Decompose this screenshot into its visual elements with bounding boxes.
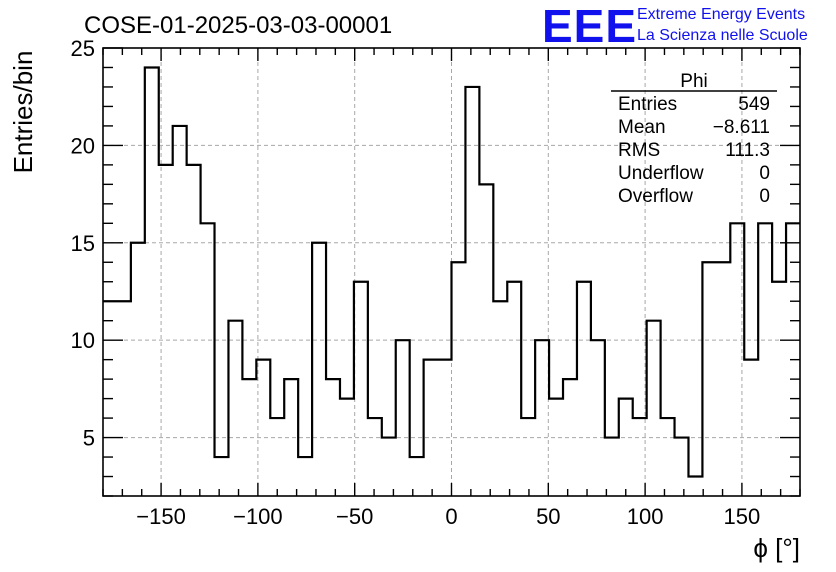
histogram-bin [215,457,229,496]
histogram-bin [465,87,479,496]
histogram-bin [340,399,354,496]
x-tick-label: 0 [445,504,457,529]
stats-value: 549 [738,94,770,115]
x-axis-title: ϕ [°] [753,533,800,563]
histogram-bin [688,477,702,496]
histogram-bin [256,360,270,496]
stats-label: Overflow [618,186,693,207]
stats-box: Phi Entries 549 Mean −8.611 RMS 111.3 Underflo… [611,71,777,207]
histogram-bin [730,223,744,496]
histogram-bin [368,418,382,496]
x-tick-label: 50 [536,504,560,529]
histogram-bin [173,126,187,496]
histogram-bin [242,379,256,496]
eee-logo: EEE [542,0,637,52]
y-tick-label: 10 [71,328,95,353]
histogram-bin [702,262,716,496]
y-tick-label: 20 [71,133,95,158]
stats-value: 0 [759,186,770,207]
logo-line-2: La Scienza nelle Scuole [637,27,808,44]
histogram-layer [103,66,800,496]
stats-rows: Entries 549 Mean −8.611 RMS 111.3 Underflow 0 Ov… [618,94,770,207]
histogram-series [103,66,800,478]
histogram-bin [758,223,772,496]
stats-title: Phi [680,71,707,92]
histogram-bin [591,340,605,496]
histogram-bin [452,262,466,496]
histogram-bin [354,282,368,496]
histogram-bin [521,418,535,496]
stats-label: RMS [618,140,660,161]
histogram-bin [675,438,689,496]
chart-title: COSE-01-2025-03-03-00001 [84,12,392,39]
x-tick-label: −100 [233,504,283,529]
tick-layer [102,47,801,497]
histogram-bin [396,340,410,496]
stats-value: 0 [759,163,770,184]
histogram-bin [284,379,298,496]
histogram-bin [549,399,563,496]
histogram-bin [605,438,619,496]
histogram-bin [382,438,396,496]
histogram-bin [661,418,675,496]
histogram-bin [772,282,786,496]
histogram-bin [716,262,730,496]
histogram-bin [326,379,340,496]
histogram-bin [312,243,326,496]
y-axis-title: Entries/bin [8,51,38,174]
histogram-bin [159,165,173,496]
histogram-bin [647,321,661,496]
y-tick-label: 15 [71,231,95,256]
y-tick-label: 5 [83,426,95,451]
histogram-bin [228,321,242,496]
y-tick-label: 25 [71,36,95,61]
histogram-bin [410,457,424,496]
x-tick-label: 100 [627,504,664,529]
stats-value: −8.611 [713,117,770,138]
histogram-bin [131,243,145,496]
histogram-bin [563,379,577,496]
stats-value: 111.3 [725,140,770,161]
histogram-bin [201,223,215,496]
histogram-bin [507,282,521,496]
tick-label-layer: −150 −100 −50 0 50 100 150 5 10 15 20 25 [71,36,761,529]
histogram-bin [424,360,438,496]
logo-line-1: Extreme Energy Events [637,6,805,23]
stats-label: Entries [618,94,677,115]
histogram-bin [577,282,591,496]
histogram-bin [117,301,131,496]
histogram-bin [187,165,201,496]
x-tick-label: −50 [336,504,373,529]
histogram-bin [535,340,549,496]
histogram-bin [619,399,633,496]
histogram-bin [479,184,493,496]
histogram-bin [145,67,159,496]
histogram-bin [493,301,507,496]
x-tick-label: −150 [136,504,186,529]
histogram-bin [270,418,284,496]
stats-label: Mean [618,117,666,138]
stats-label: Underflow [618,163,704,184]
histogram-bin [744,360,758,496]
x-tick-label: 150 [724,504,761,529]
histogram-bin [298,457,312,496]
histogram-bin [438,360,452,496]
